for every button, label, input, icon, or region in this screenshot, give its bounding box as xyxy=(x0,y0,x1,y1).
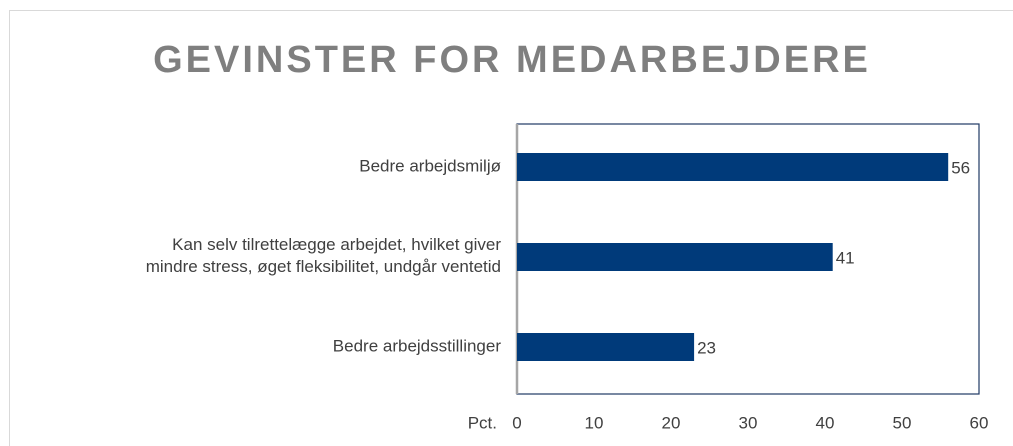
y-tick-label: Kan selv tilrettelægge arbejdet, hvilket… xyxy=(146,235,502,276)
x-axis-label: Pct. xyxy=(468,413,497,432)
bar xyxy=(517,243,833,271)
chart-frame xyxy=(9,10,1013,446)
data-label: 41 xyxy=(836,248,855,267)
x-tick-label: 10 xyxy=(585,413,604,432)
bar xyxy=(517,333,695,361)
data-label: 23 xyxy=(697,338,716,357)
y-tick-label: Bedre arbejdsstillinger xyxy=(333,336,502,355)
x-tick-label: 30 xyxy=(739,413,758,432)
bar xyxy=(517,153,949,181)
x-tick-label: 0 xyxy=(512,413,521,432)
x-tick-label: 50 xyxy=(893,413,912,432)
y-tick-label: Bedre arbejdsmiljø xyxy=(359,156,501,175)
x-tick-label: 20 xyxy=(662,413,681,432)
x-tick-label: 60 xyxy=(970,413,989,432)
chart-title: GEVINSTER FOR MEDARBEJDERE xyxy=(153,39,871,81)
x-tick-label: 40 xyxy=(816,413,835,432)
data-label: 56 xyxy=(951,158,970,177)
